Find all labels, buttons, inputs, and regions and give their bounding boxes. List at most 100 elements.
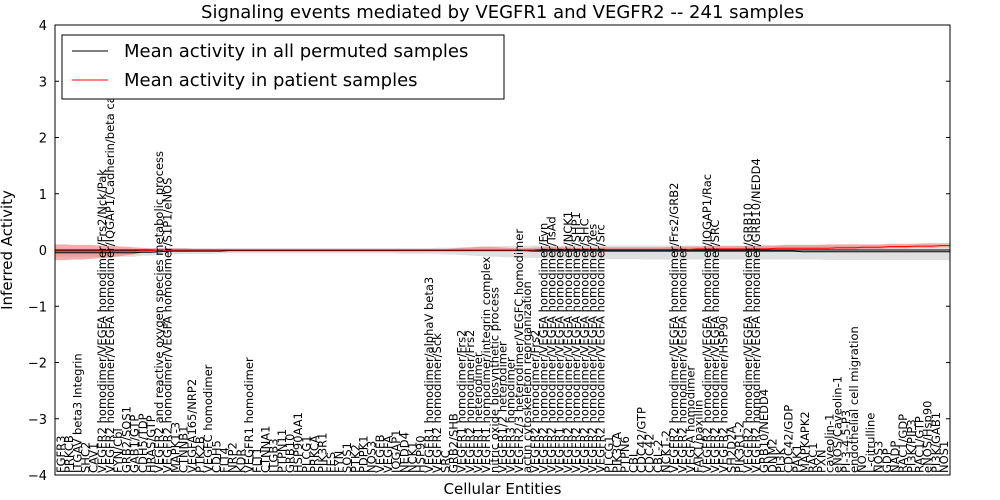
entity-label: VEGFA165/NRP2 xyxy=(185,379,199,473)
entity-label: VEGFR2 homodimer/VEGFA homodimer xyxy=(675,246,689,473)
patient-confidence-band xyxy=(55,243,950,261)
entity-label: NOS3 xyxy=(365,441,379,473)
entity-label: GDP xyxy=(880,448,894,473)
entity-label: CAV1 xyxy=(87,443,101,473)
y-axis-label: Inferred Activity xyxy=(0,190,16,310)
entity-label: NRP2 xyxy=(226,442,240,473)
entity-label: ITGAV beta3 Integrin xyxy=(70,353,84,473)
entity-label: SOS1 xyxy=(340,442,354,473)
entity-label: PIK3CA xyxy=(610,432,624,473)
entity-label: PTPN11 xyxy=(275,429,289,473)
y-tick-label: 4 xyxy=(39,19,47,34)
entity-label: VEGFR1 homodimer xyxy=(242,357,256,473)
entity-label: HSP90 xyxy=(414,435,428,473)
legend-box xyxy=(61,34,505,100)
entity-label: PI-3-4-5-P3 xyxy=(839,410,853,473)
entity-label: HSP90AA1 xyxy=(291,412,305,473)
entity-label: VEGFR2 homodimer/VEGFA homodimer/GRB10/N… xyxy=(749,158,763,473)
entity-label: VEGFC homodimer xyxy=(201,364,215,473)
entity-label: VEGFR2 homodimer/VEGFA homodimer/Yes xyxy=(585,224,599,473)
entity-label: CTNNA1 xyxy=(258,426,272,473)
entity-label: PIK3R1-2 xyxy=(733,421,747,473)
y-tick-label: −4 xyxy=(28,469,47,484)
entity-label: VEGFR2 homodimer/VEGFA homodimer/Fyn xyxy=(536,223,550,473)
entity-label: VEGFR1 homodimer/Frs2 xyxy=(455,330,469,473)
entity-label: PTK2B xyxy=(193,436,207,473)
entity-label: FES xyxy=(324,452,338,473)
entity-label: FLT4 xyxy=(218,447,232,473)
entity-label: VEGFR2 homodimer/VEGFA homodimer/Frs2/Nc… xyxy=(95,169,109,473)
entity-label: VEGFR1/2 heterodimer xyxy=(496,341,510,473)
entity-label: PDPK1 xyxy=(357,435,371,473)
entity-label: ITGB3 xyxy=(267,438,281,473)
entity-label: PRKCB xyxy=(62,435,76,473)
entity-label: VEGFR2 homodimer/VEGFA homodimer/SHC xyxy=(577,218,591,473)
entity-label: VEGFR2 and reactive oxygen species metab… xyxy=(152,151,166,473)
entity-label: HRAS/GTP xyxy=(144,415,158,473)
patient-mean-line xyxy=(55,245,950,252)
entity-label: PRKCA xyxy=(308,435,322,473)
entity-label: nitric oxide biosynthetic process xyxy=(487,287,501,473)
entity-label: VEGFR1 heterodimer xyxy=(471,352,485,473)
entity-label: VEGFR2 homodimer/Sck xyxy=(430,333,444,473)
y-tick-label: 3 xyxy=(39,75,47,90)
entity-label: SH2D2A xyxy=(724,426,738,473)
entity-label: CDC42/GDP xyxy=(782,405,796,473)
entity-label: NO xyxy=(855,455,869,473)
entity-label: PLCG1 xyxy=(602,435,616,473)
entity-label: PTPN6 xyxy=(618,436,632,473)
entity-label: IQGAP1 xyxy=(389,430,403,473)
entity-label: PTK2 xyxy=(348,444,362,473)
entity-label: VEGFR2 homodimer/VEGFA homodimer/IQGAP1/… xyxy=(103,67,117,473)
entity-label: VEGFR2 homodimer/VEGFA homodimer/SRC xyxy=(708,220,722,473)
entity-label: VEGFR2 homodimer/Frs2 xyxy=(528,330,542,473)
entity-label: CBL-2 xyxy=(651,439,665,473)
entity-label: CTNNB1 xyxy=(177,426,191,473)
entity-label: VEGFR3 homodimer xyxy=(504,357,518,473)
entity-label: CDC42/GTP xyxy=(635,407,649,473)
entity-label: eNOS/Hsp90 xyxy=(921,401,935,473)
entity-label: CDH5/TDP xyxy=(136,413,150,473)
entity-label: PXN xyxy=(814,450,828,473)
entity-label: NCK1 xyxy=(406,442,420,474)
entity-label: CBL xyxy=(626,450,640,473)
legend-label-permuted: Mean activity in all permuted samples xyxy=(124,41,468,62)
entity-label: RAC1/GTP xyxy=(913,416,927,473)
entity-label: actin cytoskeleton reorganization xyxy=(520,281,534,473)
entity-label: NCK1-2 xyxy=(659,430,673,473)
entity-label: GRB10 xyxy=(283,434,297,473)
legend: Mean activity in all permuted samples Me… xyxy=(61,34,505,100)
y-tick-label: 1 xyxy=(39,188,47,203)
entity-label: NEDD4 xyxy=(397,432,411,473)
entity-label: PI3K/GAB1 xyxy=(929,412,943,473)
entity-label: FGFR3 xyxy=(54,436,68,473)
entity-label: L-citrulline xyxy=(863,413,877,473)
entity-label: VEGFR2 homodimer/VEGFA homodimer/S1P1/eN… xyxy=(160,178,174,473)
entity-label: eNOS/Caveolin-1 xyxy=(831,376,845,473)
entity-label: CDC42 xyxy=(643,433,657,473)
entity-label: NADP xyxy=(888,441,902,473)
y-tick-label: −2 xyxy=(28,357,47,372)
entity-label: FYN/Cbl xyxy=(111,428,125,473)
entity-label: VEGFR2 homodimer/VEGFA homodimer/NCK1 xyxy=(561,211,575,473)
entity-label: MAPKAPK2 xyxy=(798,411,812,473)
permuted-mean-line xyxy=(55,250,950,254)
plot-frame xyxy=(54,24,951,476)
entity-label: PLCG1 xyxy=(299,435,313,473)
x-axis-label: Cellular Entities xyxy=(444,480,562,498)
entity-label: RAC1/GDP xyxy=(896,414,910,473)
entity-label: PI3K/PIP3 xyxy=(904,419,918,473)
entity-label: VEGFR2 homodimer/VEGFA homodimer/TsAd xyxy=(545,216,559,473)
entity-label: CDH5 xyxy=(209,440,223,473)
y-tick-label: 0 xyxy=(39,244,47,259)
entity-label: GAB1/GTP xyxy=(128,415,142,473)
y-axis-ticks: 4 3 2 1 0 −1 −2 −3 −4 xyxy=(28,19,950,484)
entity-label: VEGFR2 homodimer/HSP90 xyxy=(716,316,730,473)
entity-label: FAK1/paxillin xyxy=(692,400,706,473)
entity-label: VEGFR2 homodimer/Frs2 xyxy=(463,330,477,473)
entity-label: PIK3R1 xyxy=(316,433,330,474)
entity-label: VEGFR2 homodimer/VEGFA homodimer/GRB10 xyxy=(741,203,755,473)
entity-label: FYN xyxy=(332,451,346,473)
